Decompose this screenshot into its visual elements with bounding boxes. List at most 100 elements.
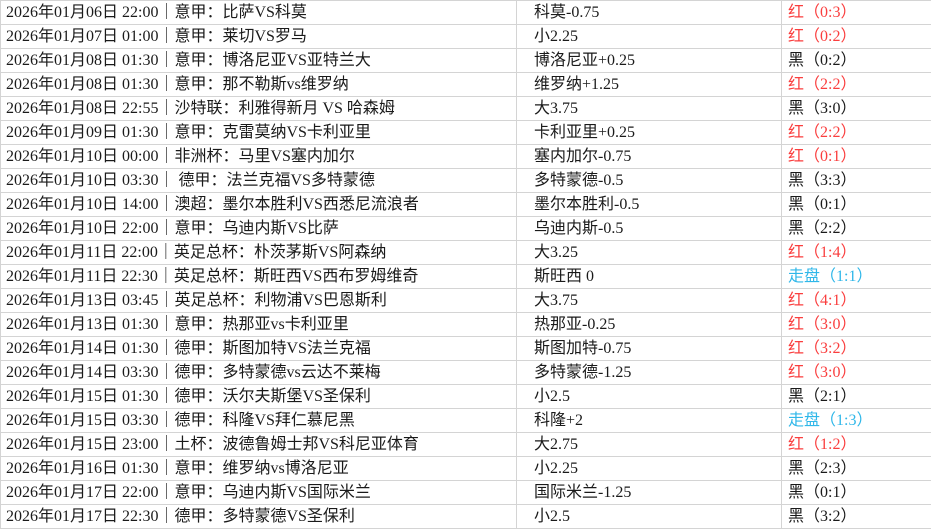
match-info-cell: 2026年01月10日 14:00｜澳超：墨尔本胜利VS西悉尼流浪者	[0, 192, 517, 217]
match-info-cell: 2026年01月10日 03:30｜ 德甲：法兰克福VS多特蒙德	[0, 168, 517, 193]
result-cell: 走盘（1:1）	[781, 264, 931, 289]
separator: ｜	[158, 364, 175, 381]
match-name: 意甲：热那亚vs卡利亚里	[174, 316, 349, 333]
result-cell: 黑（0:1）	[781, 192, 931, 217]
match-datetime: 2026年01月15日 03:30	[6, 412, 159, 429]
match-datetime: 2026年01月06日 22:00	[6, 4, 159, 21]
handicap-cell: 卡利亚里+0.25	[516, 120, 782, 145]
separator: ｜	[158, 436, 175, 453]
table-row: 2026年01月08日 01:30｜意甲：那不勒斯vs维罗纳 维罗纳+1.25 红（…	[0, 72, 931, 97]
handicap-cell: 大3.25	[516, 240, 782, 265]
match-name: 土杯：波德鲁姆士邦VS科尼亚体育	[174, 436, 419, 453]
separator: ｜	[158, 76, 175, 93]
match-name: 意甲：莱切VS罗马	[174, 28, 307, 45]
table-row: 2026年01月13日 01:30｜意甲：热那亚vs卡利亚里 热那亚-0.25 红（…	[0, 312, 931, 337]
separator: ｜	[157, 268, 174, 285]
table-row: 2026年01月10日 22:00｜意甲：乌迪内斯VS比萨 乌迪内斯-0.5 黑（2…	[0, 216, 931, 241]
separator: ｜	[158, 196, 175, 213]
match-datetime: 2026年01月13日 01:30	[6, 316, 159, 333]
table-row: 2026年01月06日 22:00｜意甲：比萨VS科莫 科莫-0.75 红（0:3）	[0, 0, 931, 25]
table-row: 2026年01月11日 22:00｜英足总杯：朴茨茅斯VS阿森纳 大3.25 红（1…	[0, 240, 931, 265]
separator: ｜	[158, 484, 175, 501]
match-name: 意甲：维罗纳vs博洛尼亚	[174, 460, 349, 477]
table-row: 2026年01月08日 22:55｜沙特联：利雅得新月 VS 哈森姆 大3.75 黑…	[0, 96, 931, 121]
match-datetime: 2026年01月16日 01:30	[6, 460, 159, 477]
result-cell: 红（3:0）	[781, 360, 931, 385]
match-info-cell: 2026年01月15日 03:30｜德甲：科隆VS拜仁慕尼黑	[0, 408, 517, 433]
table-row: 2026年01月16日 01:30｜意甲：维罗纳vs博洛尼亚 小2.25 黑（2:3…	[0, 456, 931, 481]
handicap-cell: 小2.25	[516, 24, 782, 49]
match-datetime: 2026年01月14日 03:30	[6, 364, 159, 381]
result-cell: 红（0:2）	[781, 24, 931, 49]
table-row: 2026年01月10日 00:00｜非洲杯：马里VS塞内加尔 塞内加尔-0.75 红…	[0, 144, 931, 169]
match-info-cell: 2026年01月07日 01:00｜意甲：莱切VS罗马	[0, 24, 517, 49]
result-cell: 黑（3:0）	[781, 96, 931, 121]
separator: ｜	[158, 124, 175, 141]
result-cell: 红（1:4）	[781, 240, 931, 265]
match-name: 德甲：沃尔夫斯堡VS圣保利	[174, 388, 371, 405]
match-name: 英足总杯：利物浦VS巴恩斯利	[174, 292, 387, 309]
result-cell: 红（2:2）	[781, 72, 931, 97]
match-info-cell: 2026年01月09日 01:30｜意甲：克雷莫纳VS卡利亚里	[0, 120, 517, 145]
match-datetime: 2026年01月09日 01:30	[6, 124, 159, 141]
match-datetime: 2026年01月11日 22:00	[6, 244, 158, 261]
handicap-cell: 科隆+2	[516, 408, 782, 433]
match-name: 德甲：科隆VS拜仁慕尼黑	[174, 412, 355, 429]
result-cell: 黑（3:2）	[781, 504, 931, 529]
handicap-cell: 塞内加尔-0.75	[516, 144, 782, 169]
separator: ｜	[158, 388, 175, 405]
match-datetime: 2026年01月08日 01:30	[6, 52, 159, 69]
handicap-cell: 大3.75	[516, 96, 782, 121]
match-datetime: 2026年01月11日 22:30	[6, 268, 158, 285]
match-info-cell: 2026年01月17日 22:00｜意甲：乌迪内斯VS国际米兰	[0, 480, 517, 505]
separator: ｜	[158, 52, 175, 69]
separator: ｜	[158, 148, 175, 165]
match-name: 德甲：法兰克福VS多特蒙德	[174, 172, 375, 189]
separator: ｜	[158, 172, 175, 189]
result-cell: 黑（2:3）	[781, 456, 931, 481]
handicap-cell: 斯图加特-0.75	[516, 336, 782, 361]
table-row: 2026年01月15日 03:30｜德甲：科隆VS拜仁慕尼黑 科隆+2 走盘（1:3…	[0, 408, 931, 433]
match-datetime: 2026年01月08日 01:30	[6, 76, 159, 93]
match-info-cell: 2026年01月06日 22:00｜意甲：比萨VS科莫	[0, 0, 517, 25]
match-name: 德甲：斯图加特VS法兰克福	[174, 340, 371, 357]
separator: ｜	[158, 316, 175, 333]
result-cell: 黑（2:2）	[781, 216, 931, 241]
table-row: 2026年01月15日 23:00｜土杯：波德鲁姆士邦VS科尼亚体育 大2.75 红…	[0, 432, 931, 457]
match-name: 沙特联：利雅得新月 VS 哈森姆	[174, 100, 395, 117]
match-name: 意甲：乌迪内斯VS国际米兰	[174, 484, 371, 501]
handicap-cell: 小2.5	[516, 384, 782, 409]
separator: ｜	[158, 412, 175, 429]
separator: ｜	[157, 244, 174, 261]
table-row: 2026年01月17日 22:30｜德甲：多特蒙德VS圣保利 小2.5 黑（3:2）	[0, 504, 931, 529]
match-datetime: 2026年01月17日 22:00	[6, 484, 159, 501]
match-datetime: 2026年01月10日 03:30	[6, 172, 159, 189]
result-cell: 红（3:2）	[781, 336, 931, 361]
match-name: 意甲：博洛尼亚VS亚特兰大	[174, 52, 371, 69]
match-name: 澳超：墨尔本胜利VS西悉尼流浪者	[174, 196, 419, 213]
match-datetime: 2026年01月13日 03:45	[6, 292, 159, 309]
handicap-cell: 小2.25	[516, 456, 782, 481]
table-row: 2026年01月10日 14:00｜澳超：墨尔本胜利VS西悉尼流浪者 墨尔本胜利-…	[0, 192, 931, 217]
table-row: 2026年01月17日 22:00｜意甲：乌迪内斯VS国际米兰 国际米兰-1.25…	[0, 480, 931, 505]
table-row: 2026年01月14日 03:30｜德甲：多特蒙德vs云达不莱梅 多特蒙德-1.2…	[0, 360, 931, 385]
result-cell: 黑（0:2）	[781, 48, 931, 73]
match-info-cell: 2026年01月08日 01:30｜意甲：博洛尼亚VS亚特兰大	[0, 48, 517, 73]
match-name: 英足总杯：朴茨茅斯VS阿森纳	[173, 244, 387, 261]
match-info-cell: 2026年01月16日 01:30｜意甲：维罗纳vs博洛尼亚	[0, 456, 517, 481]
table-row: 2026年01月14日 01:30｜德甲：斯图加特VS法兰克福 斯图加特-0.75…	[0, 336, 931, 361]
handicap-cell: 乌迪内斯-0.5	[516, 216, 782, 241]
match-datetime: 2026年01月15日 23:00	[6, 436, 159, 453]
handicap-cell: 多特蒙德-1.25	[516, 360, 782, 385]
table-row: 2026年01月15日 01:30｜德甲：沃尔夫斯堡VS圣保利 小2.5 黑（2:1…	[0, 384, 931, 409]
handicap-cell: 热那亚-0.25	[516, 312, 782, 337]
handicap-cell: 小2.5	[516, 504, 782, 529]
match-datetime: 2026年01月08日 22:55	[6, 100, 159, 117]
match-datetime: 2026年01月10日 00:00	[6, 148, 159, 165]
match-datetime: 2026年01月10日 14:00	[6, 196, 159, 213]
result-cell: 红（0:1）	[781, 144, 931, 169]
match-name: 意甲：那不勒斯vs维罗纳	[174, 76, 349, 93]
